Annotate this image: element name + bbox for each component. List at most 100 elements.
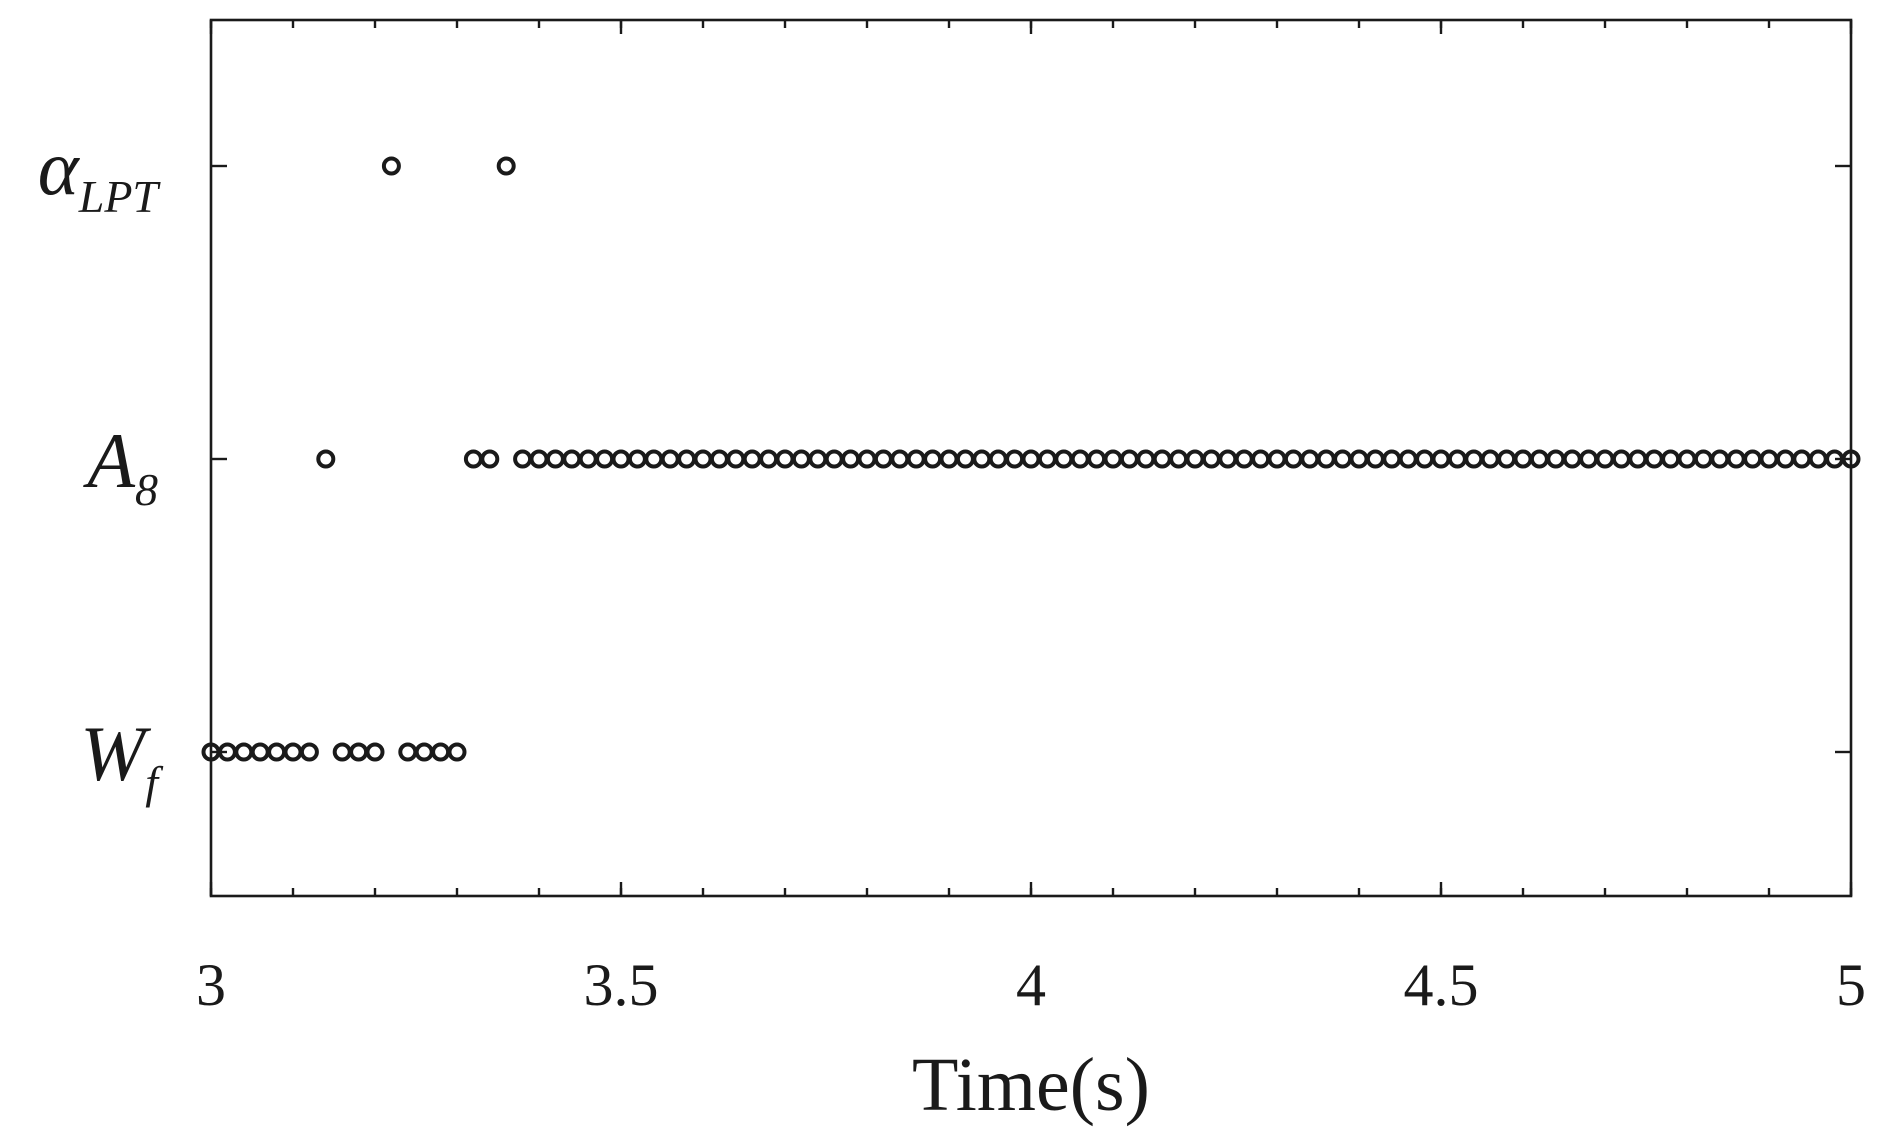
x-tick-label: 3.5 (584, 952, 659, 1018)
data-point (742, 449, 762, 469)
data-point (1792, 449, 1812, 469)
data-point (1398, 449, 1418, 469)
data-point (1431, 449, 1451, 469)
data-point (1300, 449, 1320, 469)
data-point (1234, 449, 1254, 469)
data-point (513, 449, 533, 469)
data-point (1775, 449, 1795, 469)
data-point (1464, 449, 1484, 469)
data-point (332, 742, 352, 762)
data-point (1595, 449, 1615, 469)
data-point (1611, 449, 1631, 469)
data-point (841, 449, 861, 469)
data-point (595, 449, 615, 469)
data-point (316, 449, 336, 469)
y-category-label: A8 (82, 417, 158, 515)
x-tick-label: 4.5 (1404, 952, 1479, 1018)
y-ticks (211, 164, 1851, 754)
data-point (578, 449, 598, 469)
data-point (1316, 449, 1336, 469)
data-point (529, 449, 549, 469)
y-category-main: W (80, 710, 151, 797)
data-point (1546, 449, 1566, 469)
data-point (824, 449, 844, 469)
data-point (1267, 449, 1287, 469)
data-point (1136, 449, 1156, 469)
data-point (480, 449, 500, 469)
data-point (923, 449, 943, 469)
data-point (726, 449, 746, 469)
x-ticks: 3 3.5 4 4.5 5 (196, 20, 1866, 1018)
data-point (709, 449, 729, 469)
plot-frame (209, 18, 1853, 898)
data-point (644, 449, 664, 469)
data-point (250, 742, 270, 762)
data-point (677, 449, 697, 469)
data-point (1070, 449, 1090, 469)
data-point (1365, 449, 1385, 469)
y-category-sub: LPT (78, 171, 162, 222)
data-point (857, 449, 877, 469)
data-point (1037, 449, 1057, 469)
data-point (1283, 449, 1303, 469)
data-point (1087, 449, 1107, 469)
data-point (1201, 449, 1221, 469)
data-point (873, 449, 893, 469)
data-point (414, 742, 434, 762)
data-point (349, 742, 369, 762)
data-point (627, 449, 647, 469)
data-point (1726, 449, 1746, 469)
data-point (1119, 449, 1139, 469)
data-point (988, 449, 1008, 469)
data-point (1710, 449, 1730, 469)
data-point (447, 742, 467, 762)
data-point (972, 449, 992, 469)
data-point (545, 449, 565, 469)
data-markers (201, 156, 1861, 762)
data-point (1185, 449, 1205, 469)
x-axis-label: Time(s) (912, 1043, 1150, 1127)
data-point (283, 742, 303, 762)
data-point (611, 449, 631, 469)
data-point (562, 449, 582, 469)
data-point (1005, 449, 1025, 469)
data-point (1169, 449, 1189, 469)
data-point (1808, 449, 1828, 469)
data-point (1382, 449, 1402, 469)
data-point (267, 742, 287, 762)
data-point (1644, 449, 1664, 469)
data-point (906, 449, 926, 469)
data-point (1333, 449, 1353, 469)
data-point (1743, 449, 1763, 469)
data-point (1579, 449, 1599, 469)
data-point (1759, 449, 1779, 469)
data-point (1841, 449, 1861, 469)
data-point (660, 449, 680, 469)
data-point (1513, 449, 1533, 469)
data-point (1529, 449, 1549, 469)
data-point (1054, 449, 1074, 469)
data-point (463, 449, 483, 469)
y-category-label: αLPT (38, 124, 162, 222)
data-point (431, 742, 451, 762)
y-category-sub: 8 (135, 464, 158, 515)
data-point (1562, 449, 1582, 469)
data-point (1103, 449, 1123, 469)
data-point (693, 449, 713, 469)
data-point (234, 742, 254, 762)
data-point (496, 156, 516, 176)
data-point (1693, 449, 1713, 469)
data-point (1497, 449, 1517, 469)
data-point (1628, 449, 1648, 469)
data-point (775, 449, 795, 469)
y-category-main: A (82, 417, 135, 504)
data-point (759, 449, 779, 469)
data-point (1218, 449, 1238, 469)
data-point (299, 742, 319, 762)
data-point (1251, 449, 1271, 469)
data-point (1152, 449, 1172, 469)
data-point (1677, 449, 1697, 469)
data-point (890, 449, 910, 469)
data-point (1415, 449, 1435, 469)
